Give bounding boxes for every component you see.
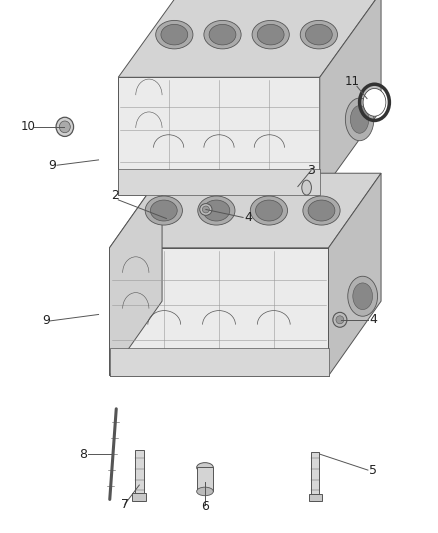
Text: 10: 10 [21,120,35,133]
Text: 3: 3 [307,164,315,177]
Text: 2: 2 [111,189,119,202]
Text: 8: 8 [79,448,87,461]
Text: 11: 11 [345,75,360,87]
Ellipse shape [345,98,374,141]
Text: 7: 7 [121,498,129,511]
Ellipse shape [257,25,284,45]
Ellipse shape [353,283,372,310]
Ellipse shape [202,206,209,213]
Ellipse shape [300,20,338,49]
Polygon shape [118,169,320,195]
Ellipse shape [156,20,193,49]
Ellipse shape [333,312,347,327]
Ellipse shape [150,200,177,221]
Polygon shape [110,173,381,248]
Text: 9: 9 [49,159,57,172]
FancyBboxPatch shape [135,450,144,501]
FancyBboxPatch shape [311,452,319,501]
Ellipse shape [204,20,241,49]
Ellipse shape [251,196,287,225]
Ellipse shape [350,106,369,133]
Polygon shape [118,0,381,77]
Ellipse shape [363,88,386,116]
Ellipse shape [308,200,335,221]
Polygon shape [328,173,381,376]
Polygon shape [110,173,162,376]
Ellipse shape [56,117,74,136]
Ellipse shape [305,25,332,45]
Ellipse shape [348,276,378,316]
FancyBboxPatch shape [197,467,213,491]
Ellipse shape [197,463,213,472]
Ellipse shape [203,200,230,221]
Ellipse shape [336,316,344,324]
FancyBboxPatch shape [132,493,146,501]
Text: 6: 6 [201,500,209,513]
Ellipse shape [209,25,236,45]
Ellipse shape [161,25,188,45]
Polygon shape [118,77,320,195]
Ellipse shape [252,20,290,49]
Ellipse shape [302,180,311,195]
Ellipse shape [59,121,70,133]
Text: 4: 4 [244,211,252,224]
Ellipse shape [255,200,283,221]
Ellipse shape [145,196,183,225]
Ellipse shape [198,196,235,225]
Polygon shape [110,248,328,376]
Text: 5: 5 [369,464,377,477]
Polygon shape [320,0,381,195]
Text: 4: 4 [369,313,377,326]
Polygon shape [110,348,328,376]
Ellipse shape [197,487,213,496]
Ellipse shape [303,196,340,225]
Ellipse shape [200,204,212,215]
Text: 9: 9 [42,314,50,327]
FancyBboxPatch shape [309,494,322,501]
